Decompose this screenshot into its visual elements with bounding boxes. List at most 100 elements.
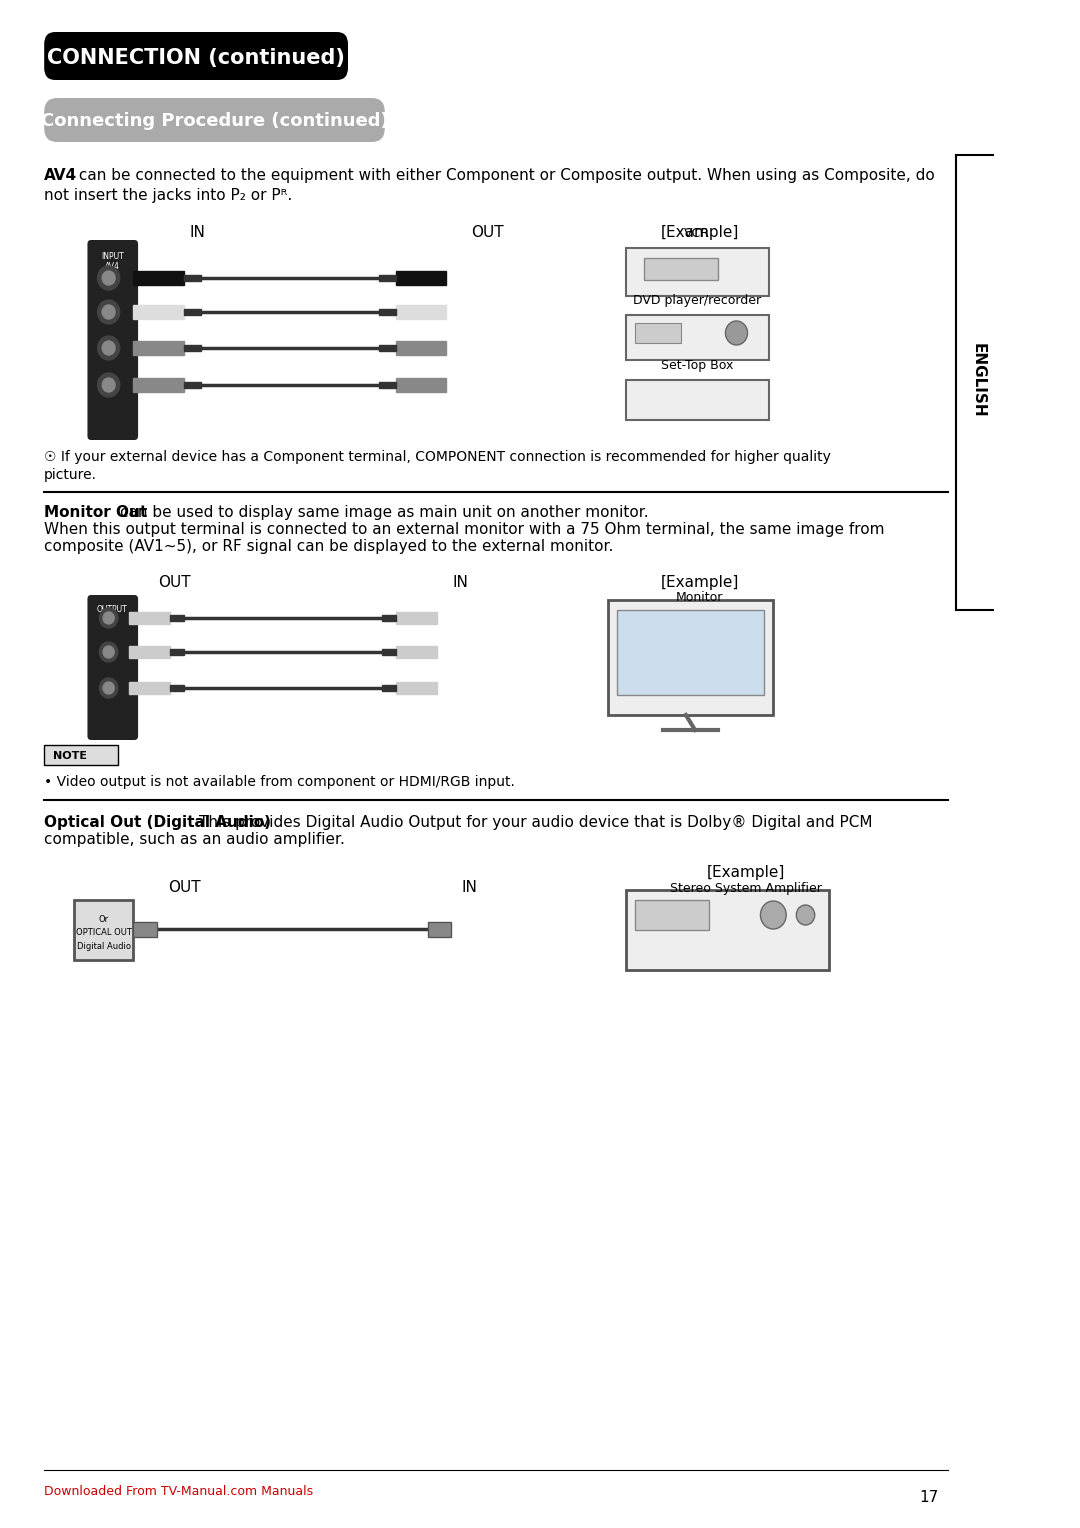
Bar (184, 275, 201, 281)
Text: [Example]: [Example] (706, 865, 785, 880)
Text: Or: Or (99, 915, 109, 924)
Bar (626, 380, 769, 420)
Circle shape (99, 608, 118, 628)
Bar (134, 377, 184, 393)
Bar (396, 270, 446, 286)
Circle shape (726, 321, 747, 345)
Bar (645, 258, 718, 280)
Text: IN: IN (190, 225, 206, 240)
Text: • Video output is not available from component or HDMI/RGB input.: • Video output is not available from com… (44, 775, 515, 788)
Text: 17: 17 (920, 1490, 939, 1505)
Text: OPTICAL OUT: OPTICAL OUT (76, 927, 132, 937)
Bar (44, 746, 118, 766)
Text: Set-Top Box: Set-Top Box (661, 359, 733, 371)
FancyBboxPatch shape (626, 380, 769, 420)
Text: Connecting Procedure (continued): Connecting Procedure (continued) (41, 112, 389, 130)
Circle shape (103, 681, 114, 694)
Bar (626, 315, 769, 361)
Bar (396, 341, 446, 354)
Circle shape (103, 341, 116, 354)
Text: OUT: OUT (472, 225, 504, 240)
FancyBboxPatch shape (44, 32, 348, 79)
Bar (626, 889, 828, 970)
Bar (382, 649, 396, 656)
Circle shape (99, 678, 118, 698)
Bar (382, 614, 396, 620)
FancyBboxPatch shape (626, 315, 769, 361)
Bar (379, 345, 396, 351)
Bar (626, 248, 769, 296)
Circle shape (97, 336, 120, 361)
Bar (129, 681, 171, 694)
Bar (379, 382, 396, 388)
Text: compatible, such as an audio amplifier.: compatible, such as an audio amplifier. (44, 833, 346, 847)
FancyBboxPatch shape (87, 240, 138, 440)
FancyBboxPatch shape (626, 248, 769, 296)
Text: INPUT
AV4: INPUT AV4 (100, 252, 124, 272)
Bar (608, 601, 773, 715)
Bar (73, 900, 134, 960)
Text: picture.: picture. (44, 468, 97, 481)
Text: This provides Digital Audio Output for your audio device that is Dolby® Digital : This provides Digital Audio Output for y… (199, 814, 873, 830)
Text: [Example]: [Example] (661, 575, 739, 590)
Text: can be connected to the equipment with either Component or Composite output. Whe: can be connected to the equipment with e… (73, 168, 934, 183)
Circle shape (103, 270, 116, 286)
Text: OUT: OUT (167, 880, 201, 895)
Circle shape (97, 373, 120, 397)
Circle shape (97, 299, 120, 324)
Circle shape (99, 642, 118, 662)
Text: OUTPUT: OUTPUT (97, 605, 127, 614)
Text: not insert the jacks into P₂ or Pᴿ.: not insert the jacks into P₂ or Pᴿ. (44, 188, 293, 203)
Circle shape (103, 613, 114, 623)
Text: NOTE: NOTE (53, 750, 87, 761)
Bar (134, 270, 184, 286)
Bar (134, 921, 157, 937)
Bar (129, 646, 171, 659)
Text: IN: IN (461, 880, 477, 895)
Bar (184, 309, 201, 315)
Circle shape (103, 377, 116, 393)
Text: Optical Out (Digital Audio): Optical Out (Digital Audio) (44, 814, 271, 830)
Text: CONNECTION (continued): CONNECTION (continued) (48, 47, 345, 69)
Bar (396, 306, 446, 319)
Bar (171, 614, 184, 620)
FancyBboxPatch shape (44, 98, 384, 142)
Bar (171, 685, 184, 691)
Circle shape (103, 646, 114, 659)
Bar (379, 275, 396, 281)
FancyBboxPatch shape (87, 594, 138, 740)
Text: AV4: AV4 (44, 168, 78, 183)
Circle shape (103, 306, 116, 319)
Bar (396, 377, 446, 393)
Text: When this output terminal is connected to an external monitor with a 75 Ohm term: When this output terminal is connected t… (44, 523, 885, 536)
Bar (134, 341, 184, 354)
Text: can be used to display same image as main unit on another monitor.: can be used to display same image as mai… (120, 504, 648, 520)
Text: Stereo System Amplifier: Stereo System Amplifier (670, 882, 822, 895)
Bar (184, 345, 201, 351)
Text: DVD player/recorder: DVD player/recorder (633, 293, 761, 307)
Circle shape (796, 905, 814, 924)
Text: VCR: VCR (684, 228, 710, 240)
Bar (379, 309, 396, 315)
Bar (428, 921, 451, 937)
Bar (184, 382, 201, 388)
Bar (396, 613, 437, 623)
Bar (129, 613, 171, 623)
Text: Digital Audio: Digital Audio (77, 941, 131, 950)
Bar (635, 322, 681, 342)
Bar (396, 681, 437, 694)
Text: Monitor Out: Monitor Out (44, 504, 148, 520)
Bar (635, 900, 708, 931)
Text: composite (AV1~5), or RF signal can be displayed to the external monitor.: composite (AV1~5), or RF signal can be d… (44, 539, 613, 555)
Bar (134, 306, 184, 319)
Text: Monitor: Monitor (676, 591, 724, 604)
Text: [Example]: [Example] (661, 225, 739, 240)
Bar (382, 685, 396, 691)
Text: ENGLISH: ENGLISH (970, 342, 985, 417)
Text: ☉ If your external device has a Component terminal, COMPONENT connection is reco: ☉ If your external device has a Componen… (44, 451, 832, 465)
Bar (171, 649, 184, 656)
Text: IN: IN (453, 575, 469, 590)
Bar (396, 646, 437, 659)
Text: Downloaded From TV-Manual.com Manuals: Downloaded From TV-Manual.com Manuals (44, 1485, 313, 1497)
Bar (617, 610, 764, 695)
